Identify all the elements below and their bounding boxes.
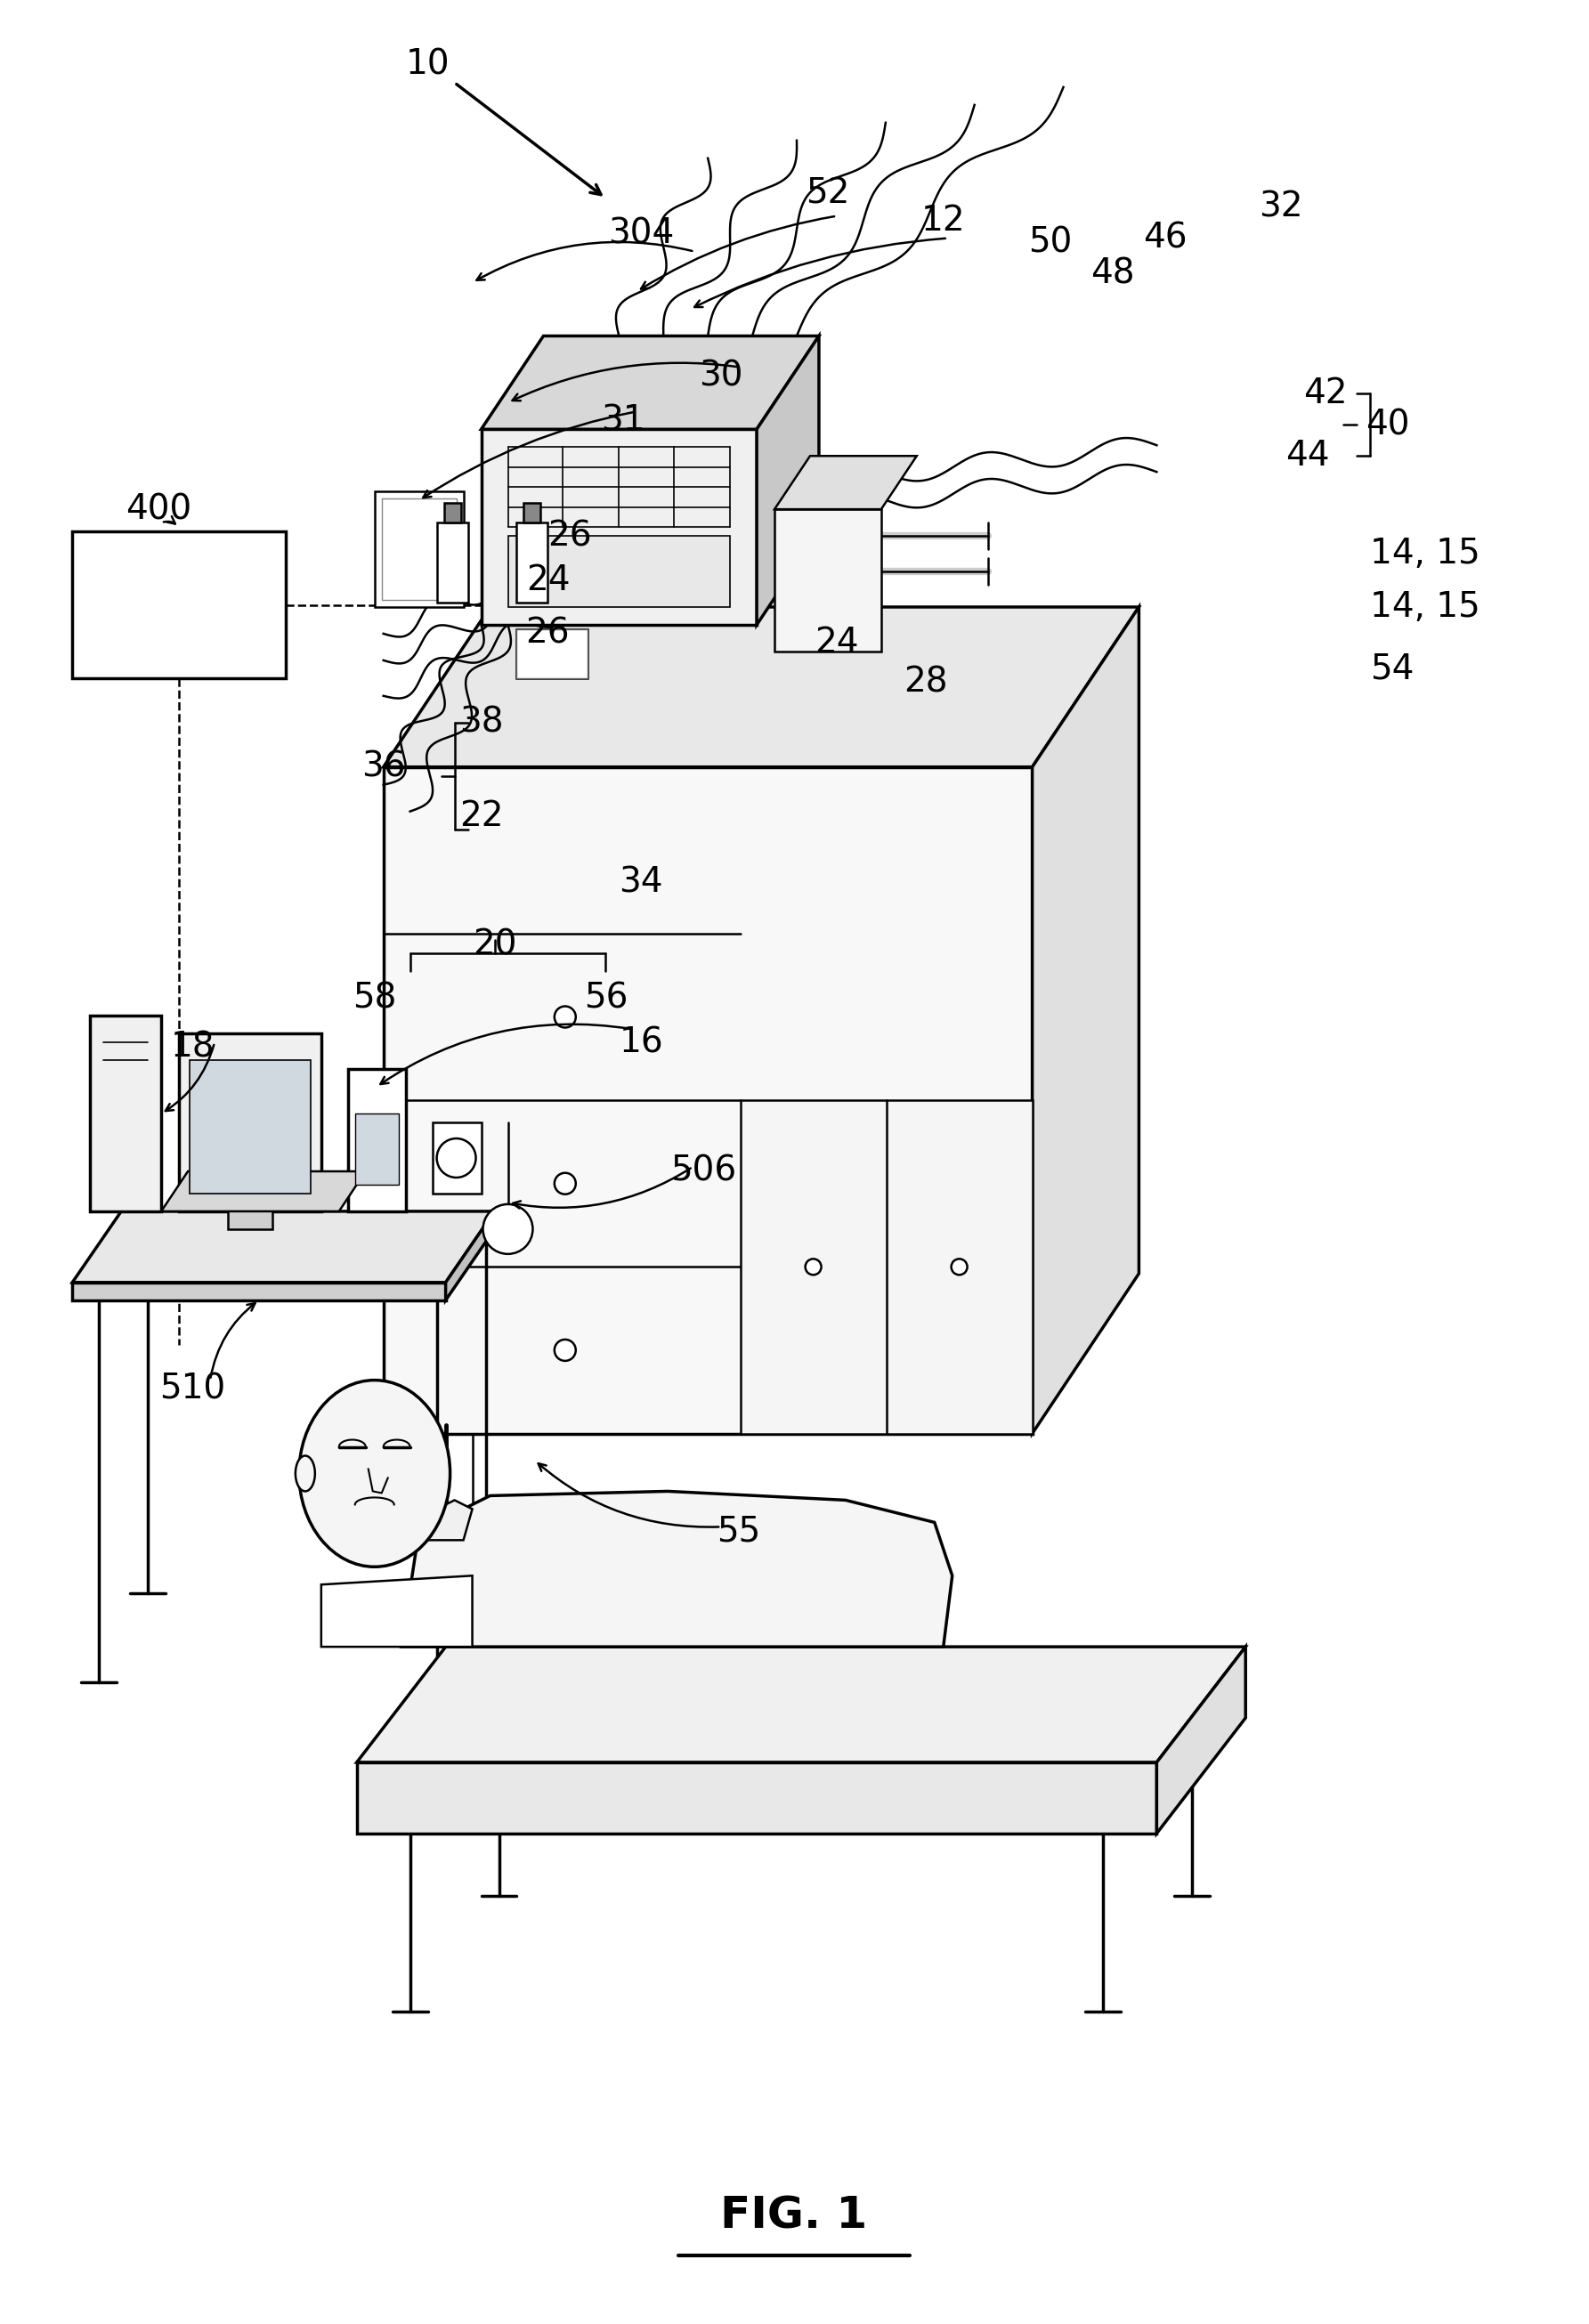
Circle shape: [806, 1260, 822, 1276]
Bar: [516, 523, 548, 602]
Text: 55: 55: [717, 1515, 761, 1548]
Bar: [383, 767, 1033, 1434]
Polygon shape: [160, 1171, 365, 1211]
Polygon shape: [400, 1492, 952, 1648]
Text: FIG. 1: FIG. 1: [720, 2194, 868, 2238]
Text: 24: 24: [526, 562, 570, 597]
Bar: [348, 1069, 405, 1211]
Text: 10: 10: [405, 49, 450, 81]
Bar: [516, 630, 588, 679]
Polygon shape: [400, 1501, 472, 1541]
Text: 40: 40: [1367, 409, 1409, 442]
Text: 506: 506: [671, 1155, 736, 1188]
Ellipse shape: [299, 1380, 450, 1566]
Bar: [432, 1122, 481, 1195]
Text: 38: 38: [459, 706, 504, 739]
Text: 22: 22: [459, 799, 504, 832]
Polygon shape: [383, 607, 1139, 767]
Text: 510: 510: [159, 1371, 226, 1406]
Bar: [358, 1762, 1157, 1834]
Circle shape: [437, 1139, 475, 1178]
Bar: [437, 523, 467, 602]
Text: 30: 30: [699, 358, 744, 393]
Circle shape: [555, 1339, 575, 1362]
Bar: [443, 502, 461, 523]
Bar: [73, 1283, 445, 1299]
Text: 14, 15: 14, 15: [1370, 590, 1481, 623]
Polygon shape: [1033, 607, 1139, 1434]
Bar: [180, 1034, 321, 1211]
Text: 56: 56: [583, 981, 628, 1016]
Bar: [524, 502, 540, 523]
Text: 48: 48: [1090, 258, 1135, 290]
Text: 42: 42: [1303, 376, 1347, 411]
Bar: [774, 509, 882, 651]
Bar: [740, 1099, 1033, 1434]
Bar: [189, 1060, 310, 1195]
Text: 400: 400: [126, 493, 192, 525]
Bar: [227, 1208, 272, 1229]
Text: 32: 32: [1258, 191, 1303, 223]
Text: 52: 52: [806, 177, 850, 211]
Text: 31: 31: [601, 404, 645, 437]
Circle shape: [483, 1204, 532, 1255]
Circle shape: [952, 1260, 968, 1276]
Text: 12: 12: [922, 205, 966, 237]
Bar: [508, 537, 729, 607]
Text: 14, 15: 14, 15: [1370, 537, 1481, 572]
Polygon shape: [1157, 1648, 1246, 1834]
Bar: [481, 430, 756, 625]
Text: 26: 26: [548, 518, 593, 553]
Text: 36: 36: [361, 751, 405, 783]
Text: 50: 50: [1028, 225, 1073, 260]
Text: 16: 16: [620, 1025, 663, 1060]
Text: 20: 20: [472, 927, 516, 962]
Circle shape: [555, 1006, 575, 1027]
Polygon shape: [445, 1211, 494, 1299]
Text: 34: 34: [620, 865, 663, 899]
Text: 54: 54: [1370, 653, 1414, 686]
Polygon shape: [358, 1648, 1246, 1762]
Polygon shape: [774, 456, 917, 509]
Bar: [73, 532, 286, 679]
Text: 26: 26: [526, 616, 570, 651]
Bar: [375, 490, 464, 607]
Polygon shape: [321, 1576, 472, 1648]
Text: 28: 28: [904, 665, 947, 700]
Bar: [516, 630, 588, 679]
Bar: [381, 500, 456, 600]
Polygon shape: [481, 337, 818, 430]
Text: 18: 18: [170, 1030, 215, 1064]
Polygon shape: [73, 1211, 494, 1283]
Text: 46: 46: [1144, 221, 1187, 256]
Text: 304: 304: [609, 216, 674, 251]
Text: 58: 58: [353, 981, 397, 1016]
Bar: [354, 1113, 399, 1185]
Polygon shape: [756, 337, 818, 625]
Bar: [91, 1016, 160, 1211]
Ellipse shape: [296, 1455, 315, 1492]
Circle shape: [555, 1174, 575, 1195]
Text: 24: 24: [815, 625, 858, 660]
Text: 44: 44: [1286, 439, 1330, 472]
